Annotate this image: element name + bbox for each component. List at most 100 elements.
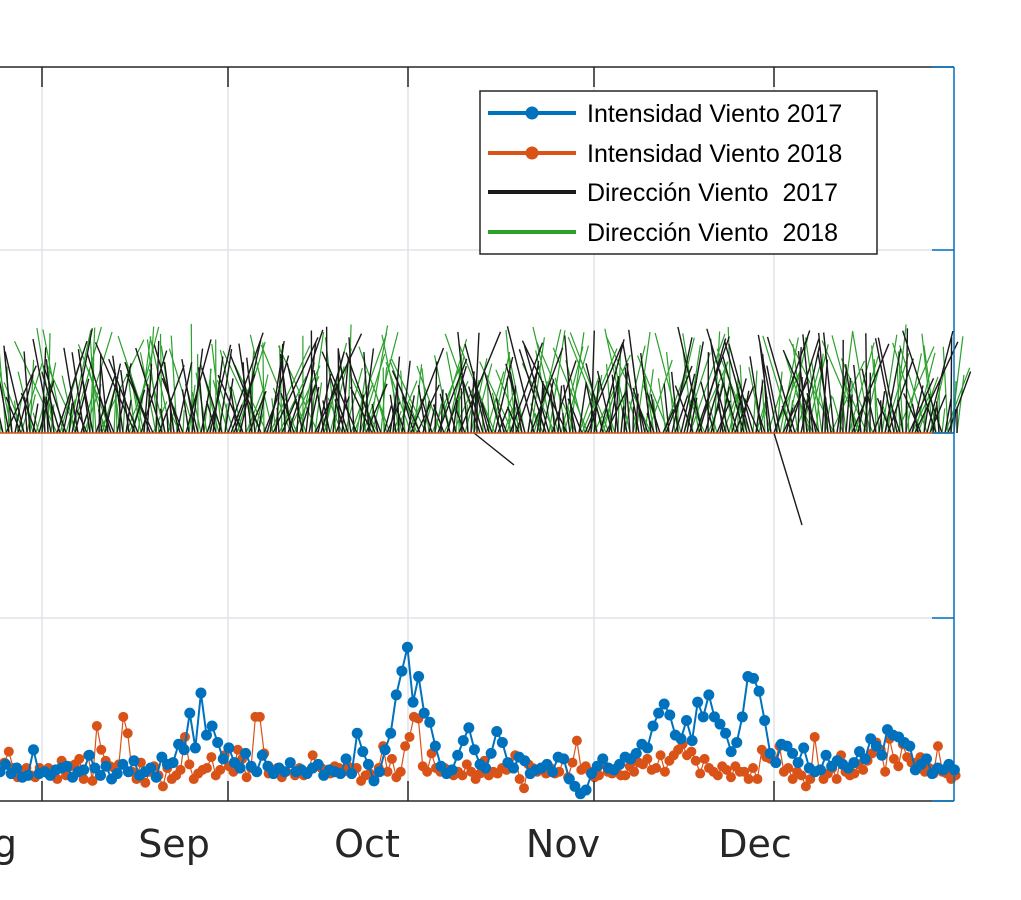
- direction-stick-2017: [836, 368, 848, 434]
- direction-stick-2018: [923, 345, 937, 434]
- direction-stick-2018: [779, 337, 799, 434]
- data-point-intensidad-viento-2017: [641, 742, 653, 754]
- direction-stick-2017: [646, 392, 661, 434]
- data-point-intensidad-viento-2018: [241, 772, 252, 783]
- data-point-intensidad-viento-2017: [452, 749, 464, 761]
- direction-stick-2018: [695, 361, 729, 434]
- data-point-intensidad-viento-2017: [753, 685, 765, 697]
- data-point-intensidad-viento-2017: [697, 711, 709, 723]
- data-point-intensidad-viento-2017: [468, 744, 480, 756]
- data-point-intensidad-viento-2018: [87, 775, 98, 786]
- data-point-intensidad-viento-2017: [128, 755, 140, 767]
- data-point-intensidad-viento-2017: [870, 740, 882, 752]
- direction-stick-2017: [472, 378, 487, 434]
- direction-stick-2017: [224, 378, 234, 434]
- data-point-intensidad-viento-2017: [597, 753, 609, 765]
- data-point-intensidad-viento-2018: [752, 774, 763, 785]
- direction-stick-2017: [329, 377, 349, 434]
- direction-stick-2017: [853, 364, 862, 434]
- direction-stick-2017: [926, 330, 954, 434]
- direction-stick-2017: [737, 393, 748, 434]
- direction-stick-2017: [509, 342, 544, 434]
- data-point-intensidad-viento-2017: [83, 749, 95, 761]
- direction-stick-2018: [755, 397, 768, 434]
- data-point-intensidad-viento-2018: [215, 764, 226, 775]
- direction-stick-2017: [749, 356, 763, 434]
- direction-stick-2017: [71, 352, 85, 434]
- direction-stick-2017: [766, 365, 781, 434]
- direction-stick-2018: [635, 331, 651, 434]
- direction-stick-2017: [23, 351, 31, 434]
- direction-stick-2018: [950, 336, 964, 434]
- direction-stick-2018: [896, 346, 935, 434]
- data-point-intensidad-viento-2018: [514, 774, 525, 785]
- direction-stick-2018: [353, 382, 374, 434]
- direction-stick-2018: [421, 368, 430, 434]
- direction-stick-2017: [562, 412, 565, 434]
- direction-stick-2017: [755, 380, 764, 434]
- direction-stick-2017: [153, 344, 181, 434]
- data-point-intensidad-viento-2017: [558, 753, 570, 765]
- direction-stick-2018: [314, 382, 323, 434]
- direction-stick-2017: [332, 386, 339, 434]
- direction-stick-2017: [125, 373, 154, 434]
- data-point-intensidad-viento-2018: [659, 766, 670, 777]
- data-point-intensidad-viento-2018: [686, 746, 697, 757]
- direction-stick-2017: [944, 398, 952, 434]
- direction-stick-2017: [63, 347, 79, 434]
- direction-stick-2017: [585, 381, 598, 434]
- direction-stick-2017: [42, 401, 46, 434]
- data-point-intensidad-viento-2017: [212, 736, 224, 748]
- data-point-intensidad-viento-2017: [374, 766, 386, 778]
- data-point-intensidad-viento-2017: [714, 718, 726, 730]
- direction-stick-2017: [200, 390, 211, 434]
- direction-stick-2017: [75, 408, 88, 434]
- data-point-intensidad-viento-2017: [647, 720, 659, 732]
- data-point-intensidad-viento-2018: [140, 777, 151, 788]
- direction-stick-2017: [788, 338, 820, 434]
- data-point-intensidad-viento-2018: [3, 746, 14, 757]
- data-point-intensidad-viento-2018: [567, 757, 578, 768]
- direction-stick-2017: [706, 328, 739, 434]
- direction-stick-2018: [36, 327, 55, 434]
- data-point-intensidad-viento-2018: [400, 741, 411, 752]
- x-axis-tick-labels: g Sep Oct Nov Dec: [0, 822, 792, 866]
- direction-stick-2018: [831, 396, 844, 434]
- direction-stick-2018: [839, 331, 854, 434]
- data-point-intensidad-viento-2017: [491, 725, 503, 737]
- data-point-intensidad-viento-2017: [340, 753, 352, 765]
- direction-stick-2017: [14, 410, 21, 434]
- direction-stick-2017: [759, 343, 772, 434]
- direction-stick-2017: [628, 329, 643, 434]
- direction-stick-2018: [356, 370, 367, 434]
- direction-stick-2017: [313, 370, 325, 434]
- direction-stick-2017: [599, 339, 625, 434]
- data-point-intensidad-viento-2018: [796, 770, 807, 781]
- direction-stick-2017: [100, 365, 109, 434]
- direction-stick-2018: [914, 352, 936, 434]
- chart-axes: [0, 66, 955, 802]
- direction-stick-2017: [185, 383, 199, 434]
- data-point-intensidad-viento-2017: [507, 762, 519, 774]
- data-point-intensidad-viento-2017: [234, 762, 246, 774]
- direction-stick-2018: [565, 360, 586, 434]
- direction-stick-2018: [211, 343, 223, 434]
- direction-stick-2018: [249, 334, 274, 434]
- direction-stick-2017: [848, 394, 853, 434]
- direction-stick-2018: [368, 325, 389, 434]
- direction-stick-2018: [437, 339, 468, 434]
- direction-stick-2017: [41, 347, 47, 434]
- data-point-intensidad-viento-2017: [653, 707, 665, 719]
- direction-stick-2017: [680, 373, 696, 434]
- direction-stick-2017: [212, 356, 224, 434]
- direction-stick-2017: [757, 334, 778, 434]
- data-point-intensidad-viento-2017: [122, 766, 134, 778]
- direction-stick-2017: [0, 379, 10, 434]
- direction-stick-2017: [257, 391, 266, 434]
- data-point-intensidad-viento-2017: [396, 665, 408, 677]
- legend-entry-intensity-2018: Intensidad Viento 2018: [488, 140, 842, 168]
- direction-stick-2018: [761, 379, 766, 434]
- direction-stick-2017: [723, 340, 751, 434]
- direction-stick-2017: [590, 330, 595, 434]
- direction-stick-2017: [3, 345, 13, 434]
